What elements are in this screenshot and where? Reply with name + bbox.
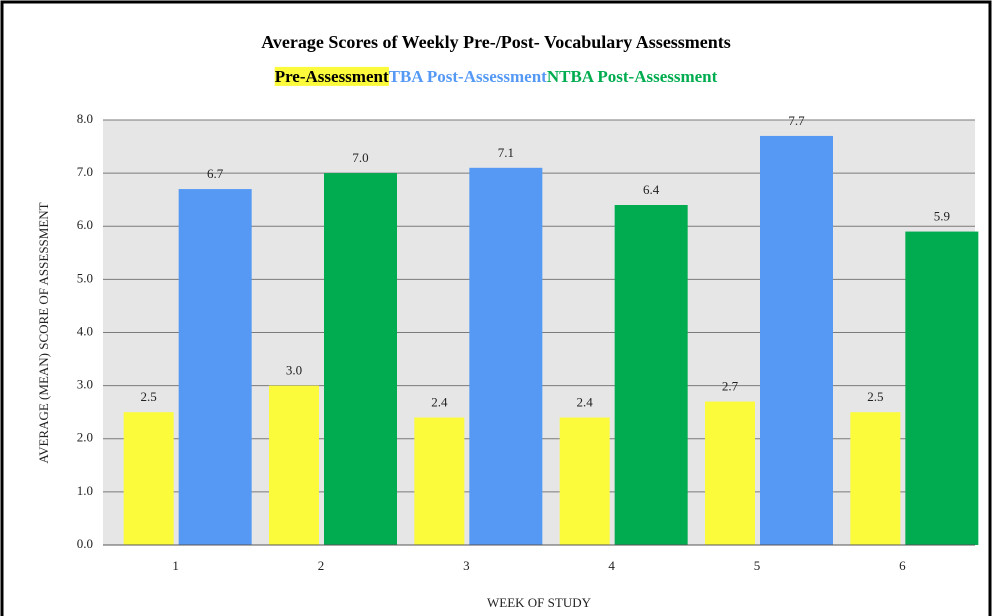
data-label: 3.0 (286, 363, 302, 378)
y-tick-label: 0.0 (77, 536, 93, 551)
data-label: 2.4 (577, 394, 594, 409)
legend: Pre-AssessmentTBA Post-AssessmentNTBA Po… (275, 67, 718, 86)
y-tick-label: 4.0 (77, 323, 93, 338)
legend-entry: TBA Post-Assessment (389, 67, 548, 86)
data-label: 5.9 (934, 209, 950, 224)
data-label: 2.5 (867, 389, 883, 404)
data-label: 2.4 (431, 394, 448, 409)
x-tick-label: 1 (172, 558, 179, 573)
x-tick-label: 2 (318, 558, 325, 573)
data-label: 6.7 (207, 166, 224, 181)
data-label: 7.0 (352, 150, 368, 165)
bar (705, 401, 755, 545)
bar (414, 417, 465, 545)
x-tick-label: 4 (608, 558, 615, 573)
y-tick-label: 6.0 (77, 217, 93, 232)
y-axis-label: AVERAGE (MEAN) SCORE OF ASSESSMENT (36, 202, 51, 463)
bar (760, 135, 833, 545)
y-tick-label: 8.0 (77, 111, 93, 126)
data-label: 7.7 (788, 113, 805, 128)
x-tick-label: 3 (463, 558, 470, 573)
bar (324, 173, 397, 545)
y-tick-label: 5.0 (77, 270, 93, 285)
bar (905, 231, 979, 545)
data-label: 2.5 (141, 389, 157, 404)
bar (614, 205, 688, 545)
data-label: 6.4 (643, 182, 660, 197)
bar (559, 417, 610, 545)
y-tick-label: 2.0 (77, 430, 93, 445)
y-tick-label: 7.0 (77, 164, 93, 179)
legend-swatch (274, 66, 389, 86)
legend-entry: Pre-Assessment (275, 67, 389, 86)
x-tick-label: 6 (899, 558, 906, 573)
x-axis-label: WEEK OF STUDY (487, 595, 592, 610)
data-label: 2.7 (722, 379, 739, 394)
bar (269, 385, 319, 545)
bar (850, 412, 901, 545)
data-label: 7.1 (498, 145, 514, 160)
x-tick-label: 5 (754, 558, 761, 573)
bar (178, 189, 252, 545)
chart-title: Average Scores of Weekly Pre-/Post- Voca… (261, 32, 731, 52)
legend-entry: NTBA Post-Assessment (547, 67, 718, 86)
bar (469, 167, 543, 545)
y-tick-label: 3.0 (77, 377, 93, 392)
y-tick-label: 1.0 (77, 483, 93, 498)
bar (123, 412, 174, 545)
